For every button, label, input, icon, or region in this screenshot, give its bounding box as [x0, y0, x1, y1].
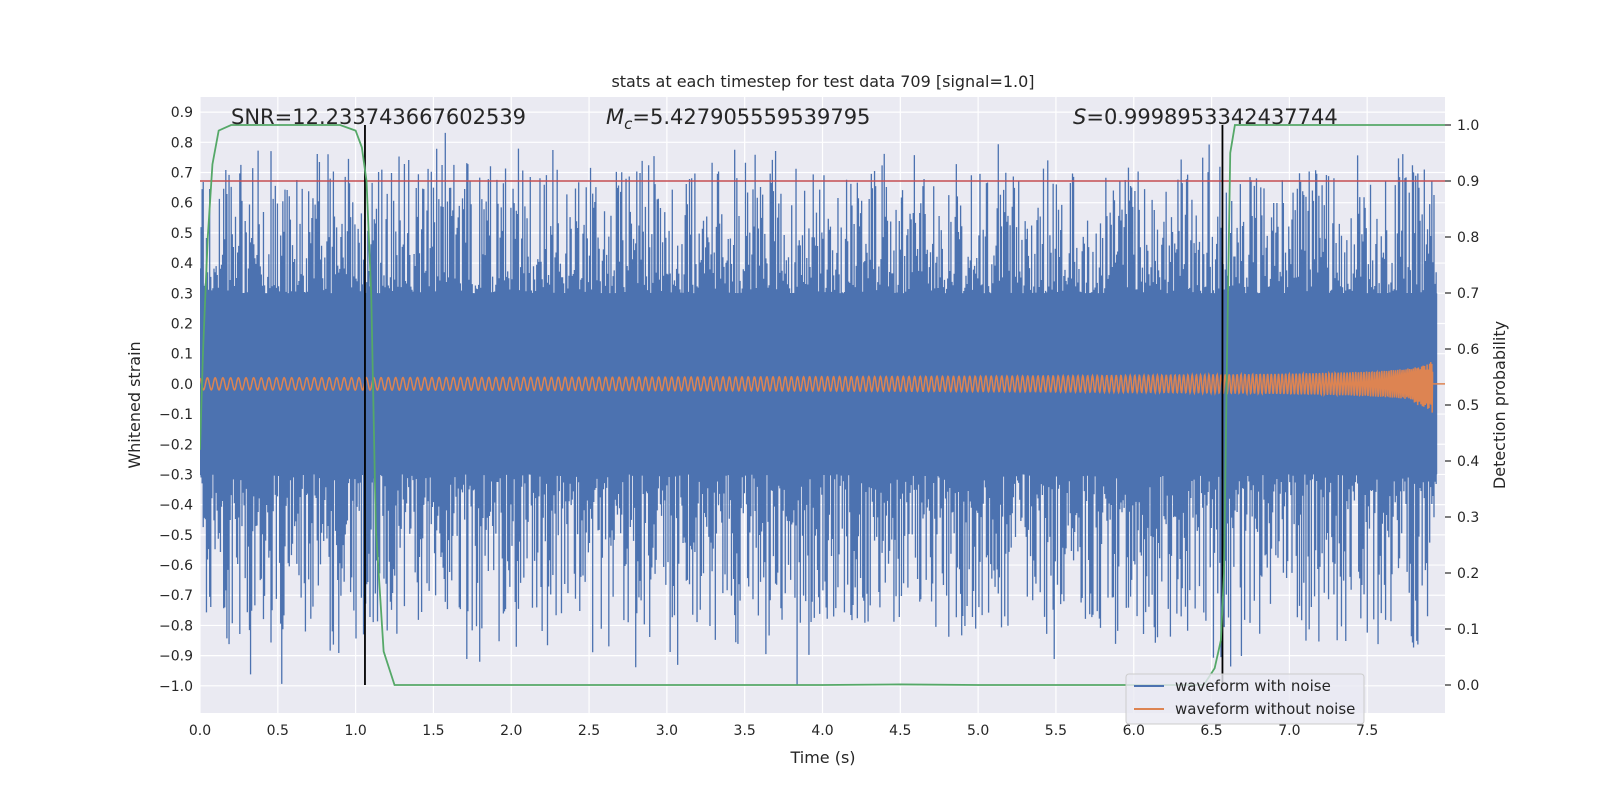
- y-tick-label: 0.0: [171, 377, 193, 393]
- x-tick-label: 2.5: [578, 723, 600, 739]
- ticks: 0.0 0.5 1.0 1.5 2.0 2.5 3.0 3.5 4.0 4.5 5.0 5.5 6.0 6…: [159, 105, 1479, 739]
- y2-tick-label: 0.4: [1457, 454, 1479, 470]
- x-tick-label: 4.0: [811, 723, 833, 739]
- y-tick-label: 0.8: [171, 135, 193, 151]
- y-tick-label: 0.4: [171, 256, 193, 272]
- y2-tick-label: 0.7: [1457, 286, 1479, 302]
- x-tick-label: 4.5: [889, 723, 911, 739]
- snr-annotation: SNR=12.233743667602539: [231, 105, 526, 129]
- legend-label-waveform-with-noise: waveform with noise: [1175, 677, 1331, 695]
- x-tick-label: 0.0: [189, 723, 211, 739]
- x-axis-label: Time (s): [789, 748, 855, 767]
- y2-tick-label: 0.2: [1457, 566, 1479, 582]
- x-tick-label: 2.0: [500, 723, 522, 739]
- y2-tick-label: 0.9: [1457, 174, 1479, 190]
- x-tick-label: 6.0: [1123, 723, 1145, 739]
- y2-axis-label: Detection probability: [1490, 321, 1509, 489]
- y-tick-label: −0.1: [159, 407, 193, 423]
- y2-tick-label: 0.5: [1457, 398, 1479, 414]
- legend: waveform with noise waveform without noi…: [1125, 673, 1365, 725]
- detection-probability-line: [200, 124, 1445, 686]
- x-tick-label: 7.0: [1278, 723, 1300, 739]
- x-tick-label: 3.0: [656, 723, 678, 739]
- legend-label-waveform-without-noise: waveform without noise: [1175, 700, 1355, 718]
- y-tick-label: −0.8: [159, 618, 193, 634]
- y2-tick-label: 0.3: [1457, 510, 1479, 526]
- x-tick-label: 5.0: [967, 723, 989, 739]
- y-tick-label: 0.5: [171, 226, 193, 242]
- y2-tick-label: 0.0: [1457, 678, 1479, 694]
- x-tick-label: 0.5: [267, 723, 289, 739]
- y-tick-label: 0.9: [171, 105, 193, 121]
- y2-tick-label: 0.1: [1457, 622, 1479, 638]
- score-annotation: S=0.9998953342437744: [1073, 105, 1338, 129]
- chirp-mass-annotation: Mc=5.427905559539795: [606, 105, 870, 133]
- y-tick-label: 0.7: [171, 165, 193, 181]
- legend-box: [1125, 673, 1365, 725]
- chirp-mass-symbol: M: [606, 105, 624, 129]
- y-tick-label: 0.1: [171, 347, 193, 363]
- clean-trace: [200, 362, 1445, 413]
- chirp-mass-value: =5.427905559539795: [632, 105, 870, 129]
- x-tick-label: 1.0: [344, 723, 366, 739]
- x-tick-label: 1.5: [422, 723, 444, 739]
- y-tick-label: −0.7: [159, 588, 193, 604]
- x-tick-label: 5.5: [1045, 723, 1067, 739]
- y2-tick-label: 0.8: [1457, 230, 1479, 246]
- x-tick-label: 3.5: [734, 723, 756, 739]
- y-tick-label: 0.3: [171, 286, 193, 302]
- y2-tick-label: 0.6: [1457, 342, 1479, 358]
- y-tick-label: −0.9: [159, 649, 193, 665]
- y2-tick-label: 1.0: [1457, 118, 1479, 134]
- y-tick-label: −0.4: [159, 498, 193, 514]
- y-tick-label: −0.2: [159, 437, 193, 453]
- overlays: [200, 124, 1445, 686]
- y-tick-label: −0.3: [159, 467, 193, 483]
- chart-title: stats at each timestep for test data 709…: [611, 72, 1034, 91]
- y-tick-label: 0.6: [171, 196, 193, 212]
- x-tick-label: 7.5: [1356, 723, 1378, 739]
- y-tick-label: −0.5: [159, 528, 193, 544]
- score-symbol: S: [1073, 105, 1086, 129]
- y-tick-label: −1.0: [159, 679, 193, 695]
- score-value: =0.9998953342437744: [1086, 105, 1337, 129]
- y-tick-label: −0.6: [159, 558, 193, 574]
- y-axis-label: Whitened strain: [125, 341, 144, 468]
- annotations: SNR=12.233743667602539 Mc=5.427905559539…: [231, 105, 1338, 133]
- x-tick-label: 6.5: [1200, 723, 1222, 739]
- series-waveform-without-noise: [200, 362, 1445, 413]
- chirp-mass-subscript: c: [624, 115, 633, 133]
- y-tick-label: 0.2: [171, 316, 193, 332]
